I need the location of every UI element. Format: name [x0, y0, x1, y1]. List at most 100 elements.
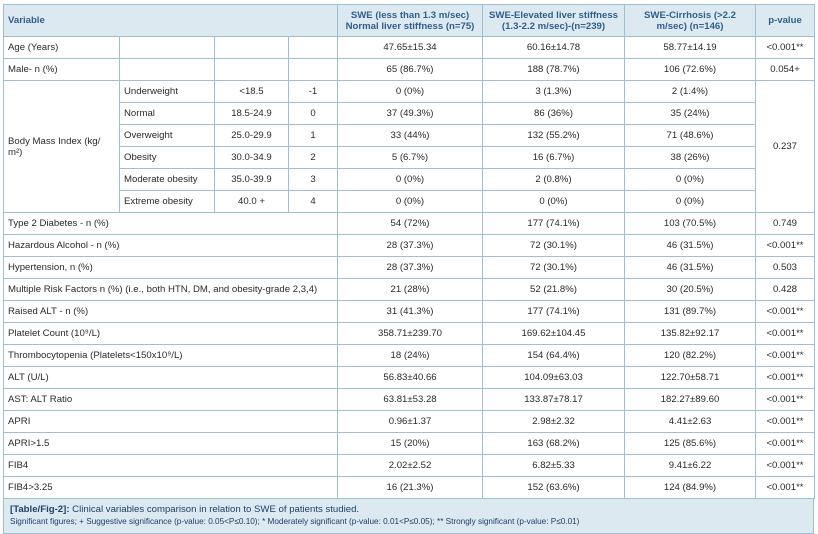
- bmi-range: <18.5: [214, 80, 289, 103]
- cell-g1: 54 (72%): [337, 212, 483, 235]
- cell-g1: 0 (0%): [337, 190, 483, 213]
- bmi-range: 18.5-24.9: [214, 102, 289, 125]
- cell-g3: 122.70±58.71: [624, 366, 756, 389]
- table-row: Obesity 30.0-34.9 2 5 (6.7%) 16 (6.7%) 3…: [4, 146, 815, 169]
- cell-g2: 163 (68.2%): [482, 432, 625, 455]
- cell-g1: 0.96±1.37: [337, 410, 483, 433]
- cell-p: 0.428: [755, 278, 815, 301]
- caption-tag: [Table/Fig-2]:: [10, 504, 70, 515]
- cell-g2: 72 (30.1%): [482, 256, 625, 279]
- table-row: AST: ALT Ratio 63.81±53.28 133.87±78.17 182…: [3, 388, 815, 411]
- results-table: Variable SWE (less than 1.3 m/sec) Norma…: [3, 4, 815, 499]
- cell-g3: 46 (31.5%): [624, 234, 756, 257]
- header-p-value: p-value: [755, 4, 815, 37]
- bmi-category: Moderate obesity: [119, 168, 215, 191]
- header-elevated-stiffness: SWE-Elevated liver stiffness (1.3-2.2 m/…: [482, 4, 625, 37]
- row-label: FIB4: [3, 454, 338, 477]
- cell-g2: 0 (0%): [482, 190, 625, 213]
- table-row: Raised ALT - n (%) 31 (41.3%) 177 (74.1%) 1…: [3, 300, 815, 323]
- cell-g2: 6.82±5.33: [482, 454, 625, 477]
- cell-g3: 30 (20.5%): [624, 278, 756, 301]
- bmi-p-value: 0.237: [755, 80, 815, 213]
- table-row: Age (Years) 47.65±15.34 60.16±14.78 58.7…: [3, 36, 815, 59]
- table-row: ALT (U/L) 56.83±40.66 104.09±63.03 122.70±5…: [3, 366, 815, 389]
- cell-g2: 177 (74.1%): [482, 212, 625, 235]
- bmi-code: 2: [288, 146, 338, 169]
- row-label: Hypertension, n (%): [3, 256, 338, 279]
- table-row: Overweight 25.0-29.9 1 33 (44%) 132 (55.…: [4, 124, 815, 147]
- cell-g3: 124 (84.9%): [624, 476, 756, 499]
- cell-p: <0.001**: [755, 234, 815, 257]
- bmi-code: 0: [288, 102, 338, 125]
- row-label: Raised ALT - n (%): [3, 300, 338, 323]
- cell-g3: 46 (31.5%): [624, 256, 756, 279]
- bmi-code: 1: [288, 124, 338, 147]
- caption-text: Clinical variables comparison in relatio…: [69, 504, 360, 515]
- cell-g3: 2 (1.4%): [624, 80, 756, 103]
- table-row: Normal 18.5-24.9 0 37 (49.3%) 86 (36%) 3…: [4, 102, 815, 125]
- header-variable: Variable: [3, 4, 338, 37]
- bmi-range: 35.0-39.9: [214, 168, 289, 191]
- cell-g3: 0 (0%): [624, 190, 756, 213]
- cell-g1: 16 (21.3%): [337, 476, 483, 499]
- table-row: Male- n (%) 65 (86.7%) 188 (78.7%) 106 (…: [3, 58, 815, 81]
- caption: [Table/Fig-2]: Clinical variables compar…: [10, 503, 807, 516]
- cell-g2: 154 (64.4%): [482, 344, 625, 367]
- cell-p: <0.001**: [755, 366, 815, 389]
- cell-g1: 31 (41.3%): [337, 300, 483, 323]
- cell-g2: 152 (63.6%): [482, 476, 625, 499]
- bmi-category: Overweight: [119, 124, 215, 147]
- table-row: APRI 0.96±1.37 2.98±2.32 4.41±2.63 <0.001**: [3, 410, 815, 433]
- cell-g1: 21 (28%): [337, 278, 483, 301]
- cell-g1: 18 (24%): [337, 344, 483, 367]
- bmi-range: 30.0-34.9: [214, 146, 289, 169]
- cell-g2: 177 (74.1%): [482, 300, 625, 323]
- cell-g1: 28 (37.3%): [337, 234, 483, 257]
- bmi-code: -1: [288, 80, 338, 103]
- cell-g2: 72 (30.1%): [482, 234, 625, 257]
- cell-g1: 56.83±40.66: [337, 366, 483, 389]
- header-row: Variable SWE (less than 1.3 m/sec) Norma…: [3, 4, 815, 37]
- bmi-label: Body Mass Index (kg/ m²): [3, 80, 120, 213]
- cell-g2: 188 (78.7%): [482, 58, 625, 81]
- cell-g3: 103 (70.5%): [624, 212, 756, 235]
- cell-p: <0.001**: [755, 476, 815, 499]
- cell-p: <0.001**: [755, 344, 815, 367]
- cell-g1: 2.02±2.52: [337, 454, 483, 477]
- row-label: Male- n (%): [3, 58, 120, 81]
- cell-g3: 71 (48.6%): [624, 124, 756, 147]
- caption-box: [Table/Fig-2]: Clinical variables compar…: [3, 499, 814, 534]
- cell-g1: 47.65±15.34: [337, 36, 483, 59]
- bmi-category: Normal: [119, 102, 215, 125]
- cell-g3: 0 (0%): [624, 168, 756, 191]
- header-normal-stiffness: SWE (less than 1.3 m/sec) Normal liver s…: [337, 4, 483, 37]
- table-row: Body Mass Index (kg/ m²) Underweight <18…: [3, 80, 815, 213]
- cell-g3: 38 (26%): [624, 146, 756, 169]
- cell-g2: 169.62±104.45: [482, 322, 625, 345]
- table-figure: Variable SWE (less than 1.3 m/sec) Norma…: [3, 4, 815, 534]
- row-label: Thrombocytopenia (Platelets<150x10⁹/L): [3, 344, 338, 367]
- cell-g2: 86 (36%): [482, 102, 625, 125]
- cell-p: 0.503: [755, 256, 815, 279]
- cell-p: <0.001**: [755, 388, 815, 411]
- cell-p: <0.001**: [755, 410, 815, 433]
- row-label: FIB4>3.25: [3, 476, 338, 499]
- cell-p: 0.749: [755, 212, 815, 235]
- cell-g2: 2 (0.8%): [482, 168, 625, 191]
- cell-g1: 358.71±239.70: [337, 322, 483, 345]
- bmi-range: 25.0-29.9: [214, 124, 289, 147]
- cell-g2: 3 (1.3%): [482, 80, 625, 103]
- cell-g3: 135.82±92.17: [624, 322, 756, 345]
- cell-g2: 104.09±63.03: [482, 366, 625, 389]
- table-row: Hazardous Alcohol - n (%) 28 (37.3%) 72 (3…: [3, 234, 815, 257]
- cell-g1: 15 (20%): [337, 432, 483, 455]
- cell-p: <0.001**: [755, 300, 815, 323]
- row-label: APRI>1.5: [3, 432, 338, 455]
- cell-g2: 16 (6.7%): [482, 146, 625, 169]
- cell-g3: 58.77±14.19: [624, 36, 756, 59]
- table-row: Platelet Count (10⁹/L) 358.71±239.70 169.6…: [3, 322, 815, 345]
- row-label: APRI: [3, 410, 338, 433]
- table-row: Thrombocytopenia (Platelets<150x10⁹/L) 18…: [3, 344, 815, 367]
- table-row: Type 2 Diabetes - n (%) 54 (72%) 177 (74.1…: [3, 212, 815, 235]
- cell-g3: 131 (89.7%): [624, 300, 756, 323]
